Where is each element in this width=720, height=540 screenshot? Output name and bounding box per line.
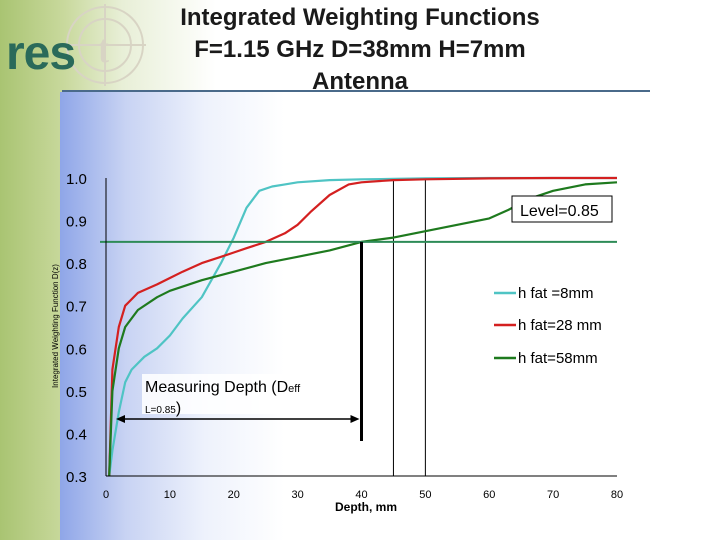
logo-mark: t (64, 4, 146, 86)
annotation-level: L=0.85 (145, 405, 176, 416)
series-line-0 (108, 176, 617, 477)
depth-arrow-head-right (350, 415, 360, 423)
measuring-depth-annotation: Measuring Depth (Deff L=0.85) (142, 374, 322, 417)
y-axis-title: Integrated Weighting Function D(z) (51, 264, 60, 388)
logo-mark-text: t (98, 26, 109, 71)
logo: res (6, 27, 76, 80)
x-tick-label-4: 40 (355, 489, 367, 501)
level-label-box (511, 195, 613, 223)
vertical-reference-lines (392, 178, 426, 476)
reference-lines (100, 240, 617, 441)
y-tick-label-3: 0.6 (66, 341, 87, 358)
y-tick-label-0: 0.3 (66, 469, 87, 486)
annotation-second-line: L=0.85) (145, 400, 181, 417)
title-underline (62, 90, 650, 92)
y-tick-label-1: 0.4 (66, 426, 87, 443)
title-line-2: F=1.15 GHz D=38mm H=7mm (194, 36, 526, 63)
annotation-close: ) (176, 400, 181, 417)
x-tick-label-3: 30 (292, 489, 304, 501)
annotation-box (142, 374, 322, 414)
annotation-main: Measuring Depth (D (145, 379, 288, 396)
x-tick-label-8: 80 (611, 489, 623, 501)
x-tick-label-2: 20 (228, 489, 240, 501)
legend: h fat =8mm h fat=28 mm h fat=58mm (488, 275, 623, 375)
annotation-subscript: eff (288, 383, 301, 395)
legend-entry-1: h fat=28 mm (518, 317, 602, 334)
y-tick-label-7: 1.0 (66, 171, 87, 188)
level-label-text: Level=0.85 (520, 203, 599, 220)
x-tick-label-0: 0 (103, 489, 109, 501)
legend-entry-2: h fat=58mm (518, 350, 598, 367)
annotation-text: Measuring Depth (Deff (145, 379, 301, 396)
level-label: Level=0.85 (511, 195, 613, 223)
title-line-1: Integrated Weighting Functions (180, 4, 540, 31)
x-tick-label-7: 70 (547, 489, 559, 501)
y-tick-label-4: 0.7 (66, 299, 87, 316)
series-line-1 (108, 176, 617, 477)
y-tick-label-2: 0.5 (66, 384, 87, 401)
x-tick-label-6: 60 (483, 489, 495, 501)
x-tick-label-5: 50 (419, 489, 431, 501)
y-tick-label-5: 0.8 (66, 256, 87, 273)
legend-entry-0: h fat =8mm (518, 285, 593, 302)
x-tick-label-1: 10 (164, 489, 176, 501)
x-axis-title: Depth, mm (335, 500, 397, 514)
axes: 0.3 0.4 0.5 0.6 0.7 0.8 0.9 1.0 0 10 20 30 40 50 60 70 8… (66, 171, 623, 501)
y-tick-label-6: 0.9 (66, 214, 87, 231)
depth-arrow-head-left (116, 415, 125, 423)
